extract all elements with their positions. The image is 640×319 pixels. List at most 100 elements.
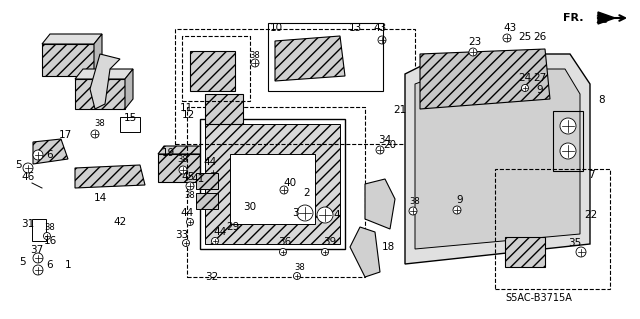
Text: 12: 12 [181, 110, 195, 120]
Bar [190, 51, 235, 91]
Polygon shape [415, 69, 580, 249]
Text: 9: 9 [457, 195, 463, 205]
Polygon shape [42, 34, 102, 44]
Text: 21: 21 [394, 105, 406, 115]
Polygon shape [405, 54, 590, 264]
Circle shape [211, 238, 218, 244]
Text: 10: 10 [269, 23, 283, 33]
Polygon shape [350, 227, 380, 277]
Text: 43: 43 [373, 23, 387, 33]
Text: 23: 23 [468, 37, 482, 47]
Text: 28: 28 [595, 15, 609, 25]
Text: 40: 40 [284, 178, 296, 188]
Text: 33: 33 [175, 230, 189, 240]
Bar [200, 119, 345, 249]
Text: FR.: FR. [563, 13, 583, 23]
Bar [196, 173, 218, 189]
Circle shape [91, 130, 99, 138]
Text: 46: 46 [21, 172, 35, 182]
Text: 42: 42 [113, 217, 127, 227]
Circle shape [280, 249, 287, 256]
Text: 31: 31 [21, 219, 35, 229]
Polygon shape [158, 154, 213, 182]
Text: 17: 17 [58, 130, 72, 140]
Text: 41: 41 [191, 174, 205, 184]
Bar [175, 29, 415, 144]
Text: 13: 13 [348, 23, 362, 33]
Bar [182, 36, 250, 101]
Text: S5AC-B3715A: S5AC-B3715A [505, 293, 572, 303]
Text: 8: 8 [598, 95, 605, 105]
Circle shape [317, 207, 333, 223]
Circle shape [321, 249, 328, 256]
Text: 6: 6 [47, 150, 53, 160]
Bar [196, 193, 218, 209]
Polygon shape [42, 44, 94, 76]
Text: 24: 24 [518, 73, 532, 83]
Circle shape [33, 253, 43, 263]
Text: 30: 30 [243, 202, 257, 212]
Circle shape [409, 207, 417, 215]
Polygon shape [420, 49, 550, 109]
Text: 7: 7 [588, 170, 595, 180]
Text: 2: 2 [304, 188, 310, 198]
Text: 38: 38 [95, 120, 106, 129]
Bar [205, 94, 243, 124]
Text: 44: 44 [180, 208, 194, 218]
Circle shape [44, 233, 51, 240]
Circle shape [376, 146, 384, 154]
Bar [205, 124, 340, 244]
Bar [230, 154, 315, 224]
Text: 38: 38 [294, 263, 305, 271]
Text: 39: 39 [323, 237, 337, 247]
Text: 27: 27 [533, 73, 547, 83]
Circle shape [186, 182, 194, 190]
Bar [187, 107, 365, 277]
Circle shape [186, 219, 193, 226]
Circle shape [522, 85, 529, 92]
Circle shape [560, 118, 576, 134]
Bar [268, 23, 383, 91]
Bar [505, 237, 545, 267]
Text: 34: 34 [378, 135, 392, 145]
Circle shape [179, 166, 187, 174]
Bar [495, 169, 610, 289]
Text: 14: 14 [93, 193, 107, 203]
Circle shape [294, 272, 301, 279]
Text: 15: 15 [124, 113, 136, 123]
Polygon shape [275, 36, 345, 81]
Text: 35: 35 [568, 238, 582, 248]
Circle shape [251, 59, 259, 67]
Circle shape [297, 205, 313, 221]
Polygon shape [75, 79, 125, 109]
Text: 16: 16 [44, 236, 56, 246]
Circle shape [33, 150, 43, 160]
Text: 22: 22 [584, 210, 598, 220]
Text: 11: 11 [179, 103, 193, 113]
Circle shape [503, 34, 511, 42]
Text: 38: 38 [45, 224, 56, 233]
Text: 19: 19 [161, 148, 175, 158]
Text: 3: 3 [292, 208, 298, 218]
Polygon shape [94, 34, 102, 76]
Text: 44: 44 [204, 157, 216, 167]
Polygon shape [125, 69, 133, 109]
Polygon shape [90, 54, 120, 109]
Polygon shape [75, 69, 133, 79]
Circle shape [576, 247, 586, 257]
Text: 32: 32 [205, 272, 219, 282]
Circle shape [182, 240, 189, 247]
Text: 38: 38 [410, 197, 420, 206]
Text: 45: 45 [181, 172, 195, 182]
Circle shape [23, 163, 33, 173]
Polygon shape [75, 165, 145, 188]
Bar [120, 117, 140, 132]
Text: 9: 9 [537, 85, 543, 95]
Circle shape [469, 48, 477, 56]
Polygon shape [365, 179, 395, 229]
Text: 20: 20 [383, 140, 397, 150]
Polygon shape [598, 12, 615, 24]
Text: 26: 26 [533, 32, 547, 42]
Text: 25: 25 [518, 32, 532, 42]
Polygon shape [33, 139, 68, 164]
